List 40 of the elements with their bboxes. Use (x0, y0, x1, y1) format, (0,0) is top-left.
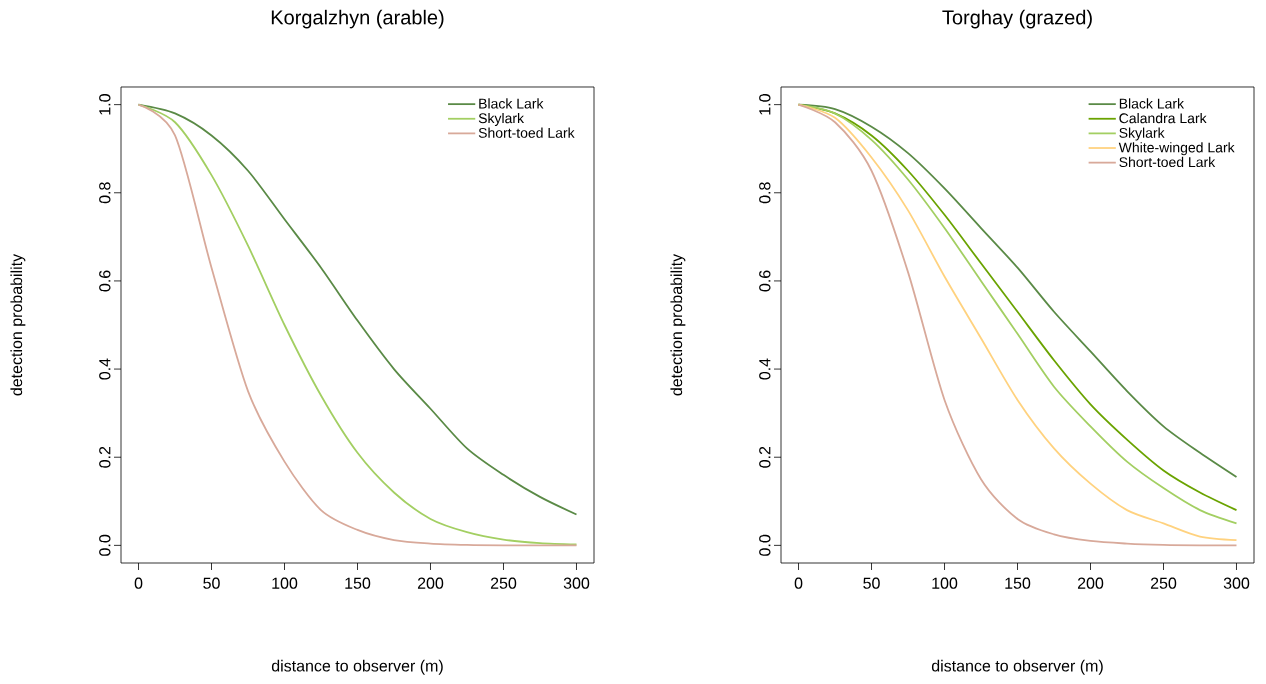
legend-label: Black Lark (1119, 98, 1185, 109)
y-tick-label: 0.8 (759, 182, 771, 204)
x-tick-label: 200 (1077, 577, 1104, 589)
x-tick-label: 150 (345, 577, 371, 589)
y-tick-label: 0.6 (99, 270, 111, 292)
x-tick-label: 100 (272, 577, 298, 589)
legend-label: White-winged Lark (1118, 142, 1235, 156)
x-tick-label: 50 (863, 577, 880, 589)
x-axis-title: distance to observer (m) (271, 659, 443, 675)
legend-label: Skylark (1119, 127, 1165, 141)
x-tick-label: 250 (490, 577, 517, 589)
legend-label: Black Lark (479, 98, 544, 109)
y-axis-title: detection probability (670, 253, 686, 396)
y-tick-label: 0.4 (759, 358, 771, 380)
legend-label: Calandra Lark (1119, 112, 1207, 124)
y-tick-label: 0.0 (99, 534, 111, 556)
x-tick-label: 300 (563, 577, 590, 589)
x-tick-label: 100 (932, 577, 958, 589)
y-axis-title: detection probability (10, 253, 26, 396)
y-tick-label: 0.8 (99, 182, 111, 204)
x-axis-title: distance to observer (m) (931, 659, 1103, 675)
y-tick-label: 0.2 (99, 446, 111, 468)
x-tick-label: 150 (1005, 577, 1031, 589)
y-tick-label: 1.0 (99, 94, 111, 115)
legend-label: Short-toed Lark (1119, 156, 1216, 168)
x-tick-label: 0 (794, 577, 803, 589)
y-tick-label: 0.2 (759, 446, 771, 468)
legend-label: Skylark (478, 112, 525, 126)
chart-title: Korgalzhyn (arable) (271, 9, 444, 29)
y-tick-label: 0.4 (99, 358, 111, 380)
x-tick-label: 50 (203, 577, 220, 589)
x-tick-label: 0 (134, 577, 143, 589)
y-tick-label: 1.0 (759, 94, 771, 115)
x-tick-label: 300 (1223, 577, 1250, 589)
x-tick-label: 250 (1150, 577, 1177, 589)
y-tick-label: 0.6 (759, 270, 771, 292)
legend-label: Short-toed Lark (478, 127, 575, 138)
y-tick-label: 0.0 (759, 534, 771, 556)
chart-title: Torghay (grazed) (942, 9, 1092, 29)
x-tick-label: 200 (417, 577, 444, 589)
